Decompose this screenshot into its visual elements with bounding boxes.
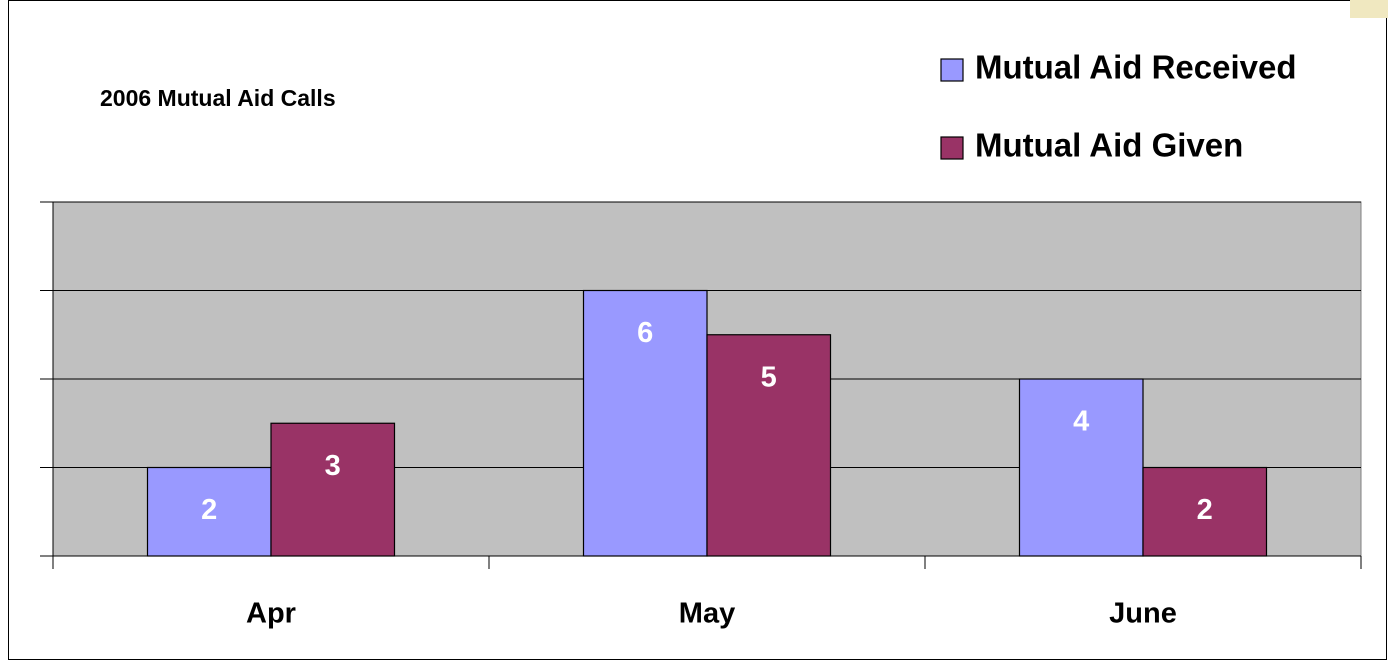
legend-swatch	[940, 58, 964, 82]
bar	[582, 289, 708, 557]
legend-swatch	[940, 136, 964, 160]
chart-title: 2006 Mutual Aid Calls	[100, 85, 336, 111]
data-label: 6	[637, 317, 653, 349]
x-tick-label: May	[679, 598, 735, 630]
legend-label: Mutual Aid Given	[975, 127, 1243, 164]
bar	[1018, 378, 1144, 557]
bar	[270, 422, 396, 557]
x-tick-label: June	[1109, 598, 1177, 630]
data-label: 4	[1073, 406, 1089, 438]
bar	[146, 466, 272, 557]
x-tick-label: Apr	[246, 598, 296, 630]
corner-tab	[1350, 0, 1388, 18]
bar	[1142, 466, 1268, 557]
data-label: 2	[1197, 494, 1213, 526]
data-label: 2	[201, 494, 217, 526]
legend-label: Mutual Aid Received	[975, 49, 1297, 86]
data-label: 3	[325, 450, 341, 482]
data-label: 5	[761, 361, 777, 393]
bar	[706, 334, 832, 557]
